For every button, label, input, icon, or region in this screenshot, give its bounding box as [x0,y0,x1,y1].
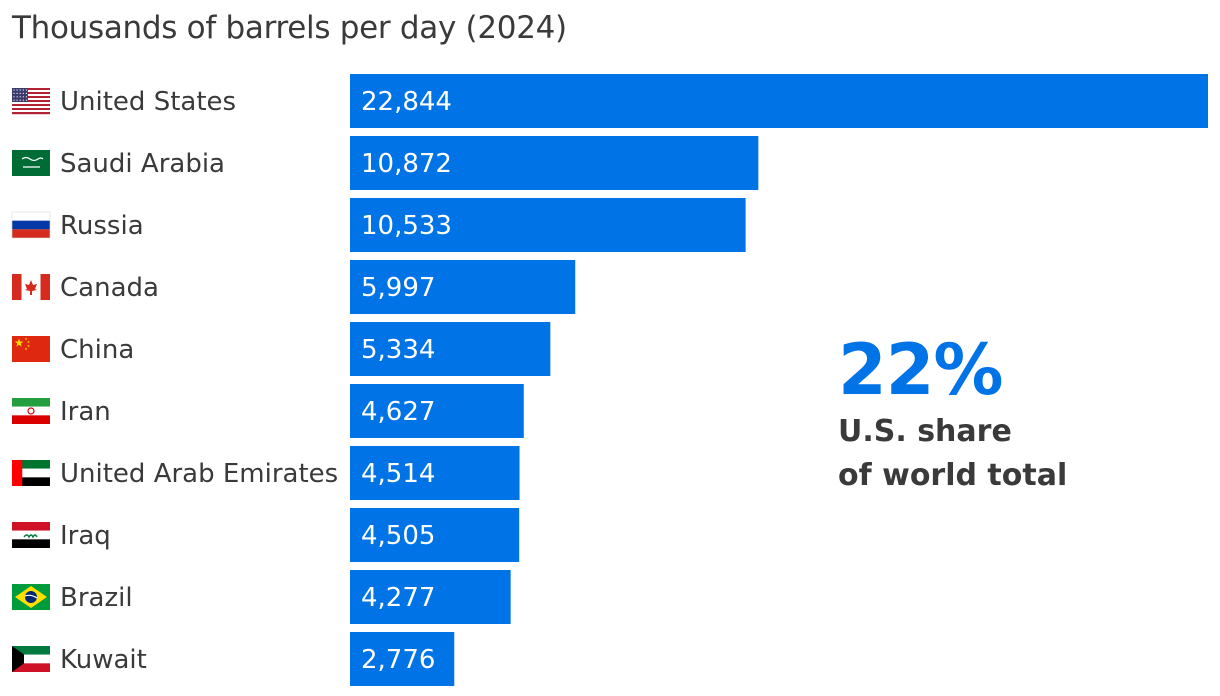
value-label: 4,505 [361,521,435,551]
callout: 22% U.S. share of world total [838,330,1067,498]
bar [350,198,746,252]
value-label: 4,627 [361,397,435,427]
value-label: 4,277 [361,583,435,613]
chart-title: Thousands of barrels per day (2024) [12,10,567,46]
category-label: Iran [60,397,111,427]
russia-flag-icon [11,211,51,239]
bar [350,74,1208,128]
uae-flag-icon [12,460,50,486]
bar [350,136,759,190]
value-label: 2,776 [361,645,435,675]
bar [350,446,520,500]
kuwait-flag-icon [12,646,50,672]
category-label: Canada [60,273,159,303]
category-label: Kuwait [60,645,147,675]
brazil-flag-icon [12,584,50,610]
category-label: United States [60,87,236,117]
category-label: United Arab Emirates [60,459,338,489]
category-label: Iraq [60,521,111,551]
bar [350,570,511,624]
bar [350,632,455,686]
value-label: 4,514 [361,459,435,489]
china-flag-icon [12,336,50,362]
bar [350,508,520,562]
category-label: Saudi Arabia [60,149,225,179]
bar [350,384,524,438]
us-flag-icon [12,88,50,115]
value-label: 5,334 [361,335,435,365]
callout-line-2: of world total [838,458,1068,493]
bar [350,322,551,376]
category-label: Brazil [60,583,133,613]
canada-flag-icon [12,274,50,300]
iran-flag-icon [12,398,50,424]
value-label: 5,997 [361,273,435,303]
iraq-flag-icon [12,522,50,548]
saudi-arabia-flag-icon [12,150,50,176]
value-label: 10,533 [361,211,452,241]
value-label: 10,872 [361,149,452,179]
value-label: 22,844 [361,87,452,117]
bar [350,260,576,314]
callout-line-1: U.S. share [838,414,1012,449]
category-label: China [60,335,134,365]
callout-percentage: 22% [838,329,1004,411]
category-label: Russia [60,211,144,241]
